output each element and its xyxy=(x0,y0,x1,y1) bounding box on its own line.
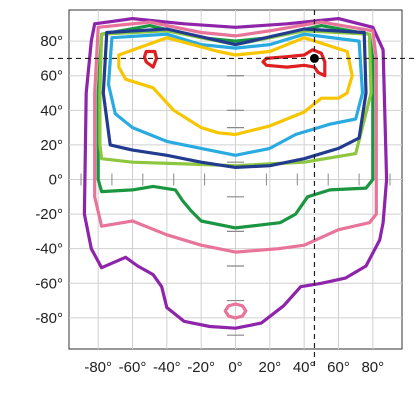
x-tick-label: -40° xyxy=(153,359,181,376)
x-tick-label: -20° xyxy=(187,359,215,376)
contour-line-5 xyxy=(101,27,368,169)
reference-lines xyxy=(49,10,416,367)
contour-line-8 xyxy=(142,49,159,69)
x-tick-label: -80° xyxy=(84,359,112,376)
axis-ticks xyxy=(80,75,391,336)
y-tick-label: -60° xyxy=(35,275,63,292)
contour-line-2 xyxy=(93,20,378,254)
x-tick-label: 60° xyxy=(327,359,350,376)
contour-line-10 xyxy=(223,302,248,320)
contour-line-1 xyxy=(82,17,389,330)
x-tick-label: 80° xyxy=(361,359,384,376)
tick-labels: 80° 60° 40° 20° 0° -20° -40° -60° -80° -80° -60° -4… xyxy=(35,33,384,376)
y-tick-label: -40° xyxy=(35,241,63,258)
y-tick-label: 20° xyxy=(40,137,63,154)
y-tick-label: 60° xyxy=(40,68,63,85)
x-tick-label: 20° xyxy=(258,359,281,376)
y-tick-label: -80° xyxy=(35,310,63,327)
reference-point xyxy=(309,53,319,63)
y-tick-label: -20° xyxy=(35,206,63,223)
contour-line-6 xyxy=(106,32,365,157)
contour-series xyxy=(82,17,389,330)
x-tick-label: 40° xyxy=(293,359,316,376)
contour-line-7 xyxy=(117,36,354,137)
x-tick-label: 0° xyxy=(228,359,242,376)
y-tick-label: 0° xyxy=(49,172,63,189)
x-tick-label: -60° xyxy=(119,359,147,376)
y-tick-label: 80° xyxy=(40,33,63,50)
y-tick-label: 40° xyxy=(40,102,63,119)
contour-line-9 xyxy=(261,48,327,78)
